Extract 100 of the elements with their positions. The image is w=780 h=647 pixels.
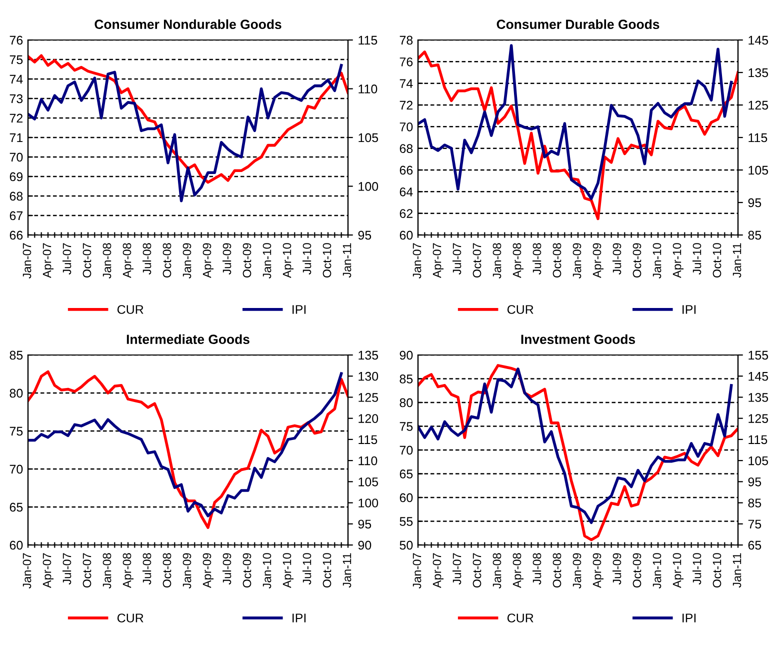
chart-title: Consumer Durable Goods	[496, 19, 660, 30]
x-tick-label: Apr-09	[592, 553, 604, 588]
chart-title: Investment Goods	[521, 334, 636, 344]
y-tick-label: 75	[400, 422, 413, 431]
y2-tick-label: 135	[358, 350, 378, 360]
y2-tick-label: 115	[748, 435, 768, 444]
x-tick-label: Oct-07	[82, 243, 92, 278]
x-tick-label: Jul-10	[302, 553, 312, 585]
y-tick-label: 67	[10, 211, 23, 220]
y-tick-label: 68	[10, 192, 23, 201]
y-tick-label: 73	[10, 94, 23, 104]
x-tick-label: Jul-10	[302, 243, 312, 275]
y-tick-label: 66	[10, 230, 23, 240]
legend-label: IPI	[292, 614, 306, 622]
y-tick-label: 62	[400, 209, 413, 218]
y-tick-label: 68	[400, 144, 413, 153]
line-series	[418, 50, 738, 220]
x-tick-label: Jan-07	[412, 243, 422, 279]
y-tick-label: 78	[400, 36, 413, 45]
legend-label: CUR	[117, 614, 144, 622]
x-tick-label: Oct-09	[242, 243, 252, 278]
y-tick-label: 76	[10, 36, 23, 45]
x-tick-label: Apr-08	[122, 243, 134, 278]
y2-tick-label: 155	[748, 350, 768, 360]
y-tick-label: 70	[10, 152, 23, 162]
x-tick-label: Oct-09	[632, 243, 642, 278]
x-tick-label: Jan-09	[182, 553, 192, 589]
y2-tick-label: 90	[358, 540, 372, 550]
y-tick-label: 80	[10, 388, 23, 398]
x-tick-label: Jan-11	[342, 553, 352, 588]
x-tick-label: Jul-07	[62, 553, 72, 585]
x-tick-label: Jan-10	[262, 553, 272, 589]
x-tick-label: Apr-07	[432, 553, 444, 588]
x-tick-label: Jul-07	[452, 553, 462, 585]
x-tick-label: Jan-08	[492, 243, 502, 279]
y-tick-label: 70	[10, 464, 23, 474]
line-series	[28, 64, 343, 202]
y2-tick-label: 95	[748, 198, 762, 208]
x-tick-label: Jan-11	[732, 553, 742, 588]
x-tick-label: Oct-07	[82, 553, 92, 588]
legend-label: CUR	[507, 614, 534, 622]
y-tick-label: 55	[400, 517, 413, 526]
x-tick-label: Oct-08	[162, 243, 172, 278]
y-tick-label: 85	[10, 350, 23, 360]
x-tick-label: Apr-08	[122, 553, 134, 588]
x-tick-label: Jul-07	[62, 243, 72, 275]
y-tick-label: 64	[400, 187, 413, 196]
x-tick-label: Jan-07	[412, 553, 422, 589]
x-tick-label: Jan-09	[572, 243, 582, 279]
x-tick-label: Oct-10	[712, 553, 722, 588]
y2-tick-label: 115	[358, 435, 378, 444]
x-tick-label: Apr-08	[512, 243, 524, 278]
y2-tick-label: 115	[358, 36, 378, 45]
y-tick-label: 66	[400, 166, 413, 175]
x-tick-label: Jan-08	[492, 553, 502, 589]
y-tick-label: 90	[400, 350, 413, 360]
y-tick-label: 70	[400, 122, 413, 132]
y-tick-label: 69	[10, 172, 23, 182]
y-tick-label: 75	[10, 55, 23, 64]
y2-tick-label: 105	[358, 477, 378, 486]
y-tick-label: 60	[400, 230, 413, 240]
x-tick-label: Oct-10	[712, 243, 722, 278]
y-tick-label: 74	[10, 74, 23, 84]
x-tick-label: Jan-07	[22, 243, 32, 279]
x-tick-label: Oct-09	[632, 553, 642, 588]
x-tick-label: Jul-10	[692, 553, 702, 585]
x-tick-label: Jul-07	[452, 243, 462, 275]
y2-tick-label: 125	[358, 393, 378, 402]
x-tick-label: Oct-08	[162, 553, 172, 588]
x-tick-label: Oct-08	[552, 243, 562, 278]
x-tick-label: Jan-11	[342, 243, 352, 278]
x-tick-label: Jan-09	[182, 243, 192, 279]
line-series	[418, 44, 733, 200]
y-tick-label: 70	[400, 446, 413, 455]
y-tick-label: 65	[10, 502, 23, 512]
y-tick-label: 60	[400, 493, 413, 502]
y-tick-label: 80	[400, 398, 413, 408]
x-tick-label: Apr-09	[592, 243, 604, 278]
x-tick-label: Jul-09	[222, 243, 232, 275]
y2-tick-label: 125	[748, 100, 768, 110]
x-tick-label: Oct-10	[322, 243, 332, 278]
x-tick-label: Jan-08	[102, 243, 112, 279]
x-tick-label: Oct-10	[322, 553, 332, 588]
x-tick-label: Apr-09	[202, 553, 214, 588]
y2-tick-label: 85	[748, 230, 762, 240]
y2-tick-label: 105	[748, 456, 768, 466]
x-tick-label: Jul-08	[532, 553, 542, 585]
y2-tick-label: 110	[358, 84, 378, 94]
y-tick-label: 85	[400, 374, 413, 384]
x-tick-label: Apr-10	[282, 553, 294, 588]
y2-tick-label: 105	[358, 133, 378, 142]
y2-tick-label: 95	[358, 230, 372, 240]
x-tick-label: Oct-07	[472, 553, 482, 588]
y2-tick-label: 135	[748, 393, 768, 402]
y2-tick-label: 130	[358, 372, 378, 381]
x-tick-label: Jul-08	[532, 243, 542, 275]
y2-tick-label: 65	[748, 540, 762, 550]
x-tick-label: Jan-09	[572, 553, 582, 589]
y2-tick-label: 125	[748, 414, 768, 423]
chart-title: Consumer Nondurable Goods	[94, 19, 282, 30]
